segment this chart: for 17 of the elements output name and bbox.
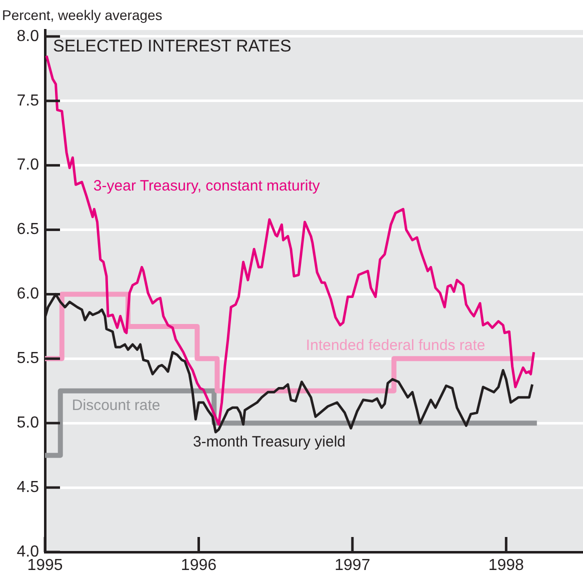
y-tick-label: 6.5: [16, 221, 40, 238]
y-tick-label: 5.0: [16, 414, 40, 432]
chart-title: SELECTED INTEREST RATES: [53, 36, 292, 56]
y-tick-label: 6.0: [16, 286, 40, 303]
x-tick-label: 1997: [334, 557, 370, 574]
y-tick-label: 7.5: [16, 92, 40, 110]
x-tick-label: 1996: [180, 557, 217, 574]
y-tick-label: 7.0: [16, 156, 40, 174]
y-tick-label: 5.5: [16, 350, 40, 368]
y-axis-title: Percent, weekly averages: [2, 6, 162, 23]
y-tick-label: 4.5: [16, 478, 40, 496]
y-tick-label: 8.0: [16, 28, 40, 45]
series-label: 3-year Treasury, constant maturity: [93, 178, 320, 195]
x-tick-label: 1998: [488, 557, 524, 574]
series-label: Discount rate: [72, 396, 160, 414]
series-label: Intended federal funds rate: [306, 336, 486, 354]
series-label: 3-month Treasury yield: [192, 434, 346, 451]
